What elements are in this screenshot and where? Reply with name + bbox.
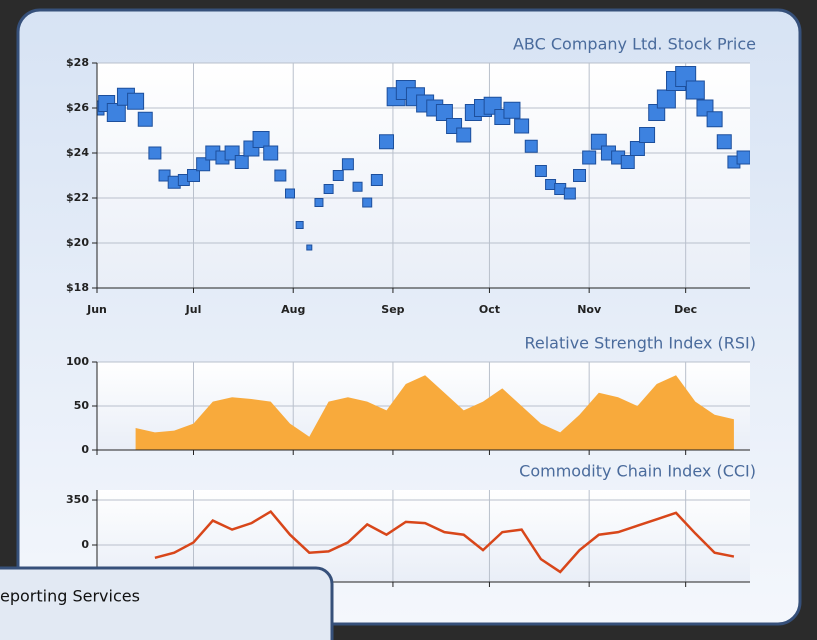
price-marker [573,169,587,182]
price-marker [158,169,171,182]
series [97,66,750,251]
price-marker [379,134,395,150]
price-marker [563,187,576,200]
price-marker [341,158,354,171]
price-marker [639,127,656,143]
x-tick-label: Nov [577,303,602,316]
y-tick-label: 0 [81,538,89,551]
overlay-window: eporting Services [0,566,334,640]
y-tick-label: 100 [66,355,89,368]
price-marker [534,165,547,177]
window-frame [0,566,334,640]
price-marker [524,139,538,153]
price-marker [148,146,162,160]
rsi-area [135,375,734,450]
price-marker [685,80,705,100]
price-marker [106,103,126,122]
price-marker [716,134,732,150]
price-marker [706,111,723,128]
price-marker [629,141,645,156]
price-marker [234,155,249,169]
chart-title: ABC Company Ltd. Stock Price [513,35,756,54]
price-marker [736,150,750,165]
chart-title: Relative Strength Index (RSI) [524,334,756,353]
x-tick-label: Dec [674,303,697,316]
x-tick-label: Sep [381,303,404,316]
chart-title: Commodity Chain Index (CCI) [519,462,756,481]
price-marker [196,157,211,172]
price-marker [620,155,635,169]
series [154,509,735,574]
price-marker [656,89,676,109]
price-marker [263,145,279,161]
price-marker [352,181,363,192]
price-marker [582,150,597,165]
cci-line [154,509,735,574]
price-marker [514,118,530,134]
price-marker [332,170,344,181]
price-marker [306,244,313,251]
price-marker [295,221,304,229]
price-marker [285,188,296,199]
price-marker [314,198,324,207]
price-marker [323,184,334,194]
price-marker [370,174,383,186]
y-tick-label: $24 [66,146,89,159]
y-tick-label: $18 [66,281,89,294]
x-tick-label: Jul [185,303,202,316]
price-marker [137,111,153,127]
y-tick-label: $22 [66,191,89,204]
x-tick-label: Jun [86,303,107,316]
price-marker [127,92,145,110]
series [135,375,734,450]
price-marker [274,169,287,182]
window-title: eporting Services [0,587,140,606]
y-tick-label: 0 [81,443,89,456]
y-tick-label: 350 [66,493,89,506]
y-tick-label: $20 [66,236,89,249]
y-tick-label: $26 [66,101,89,114]
price-marker [362,197,373,208]
price-marker [456,127,472,143]
price-marker [252,131,270,148]
price-marker [503,101,521,119]
y-tick-label: 50 [74,399,90,412]
price-marker [545,179,557,190]
x-tick-label: Aug [281,303,305,316]
price-marker [187,169,201,182]
price-marker [435,104,453,121]
x-tick-label: Oct [479,303,500,316]
y-tick-label: $28 [66,56,89,69]
